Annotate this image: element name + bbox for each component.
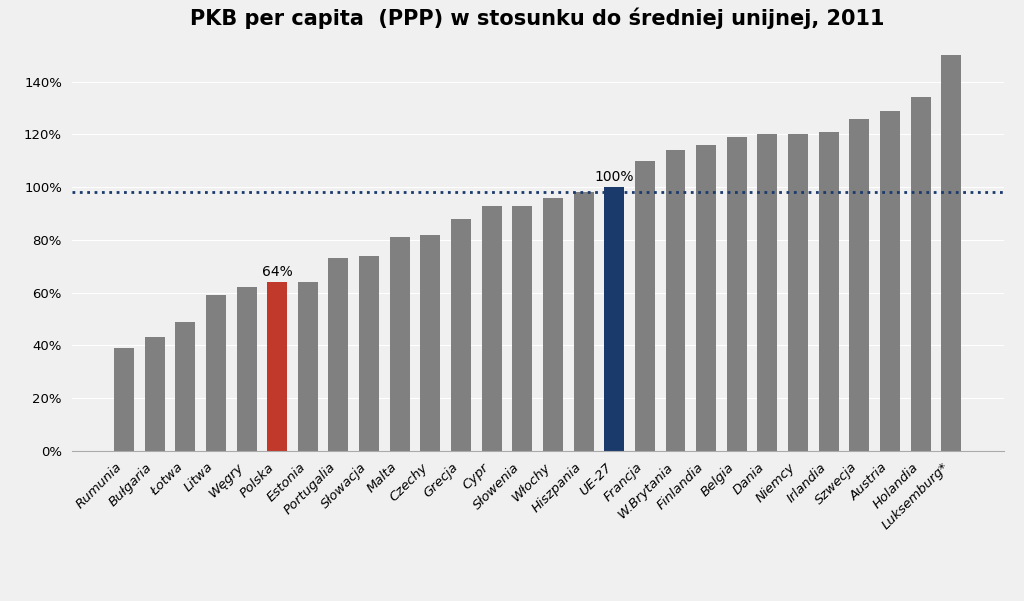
Bar [390, 237, 410, 451]
Bar [175, 322, 196, 451]
Bar [604, 187, 625, 451]
Bar [573, 192, 594, 451]
Bar [144, 337, 165, 451]
Bar [481, 206, 502, 451]
Title: PKB per capita  (PPP) w stosunku do średniej unijnej, 2011: PKB per capita (PPP) w stosunku do średn… [190, 8, 885, 29]
Bar [849, 118, 869, 451]
Bar [819, 132, 839, 451]
Bar [237, 287, 256, 451]
Bar [114, 348, 134, 451]
Text: 100%: 100% [595, 171, 634, 185]
Bar [451, 219, 471, 451]
Bar [910, 97, 931, 451]
Bar [421, 234, 440, 451]
Bar [758, 135, 777, 451]
Bar [298, 282, 317, 451]
Bar [635, 160, 654, 451]
Bar [727, 137, 746, 451]
Bar [941, 55, 962, 451]
Bar [880, 111, 900, 451]
Bar [359, 255, 379, 451]
Text: 64%: 64% [262, 266, 293, 279]
Bar [788, 135, 808, 451]
Bar [512, 206, 532, 451]
Bar [206, 295, 226, 451]
Bar [329, 258, 348, 451]
Bar [267, 282, 287, 451]
Bar [696, 145, 716, 451]
Bar [543, 198, 563, 451]
Bar [666, 150, 685, 451]
